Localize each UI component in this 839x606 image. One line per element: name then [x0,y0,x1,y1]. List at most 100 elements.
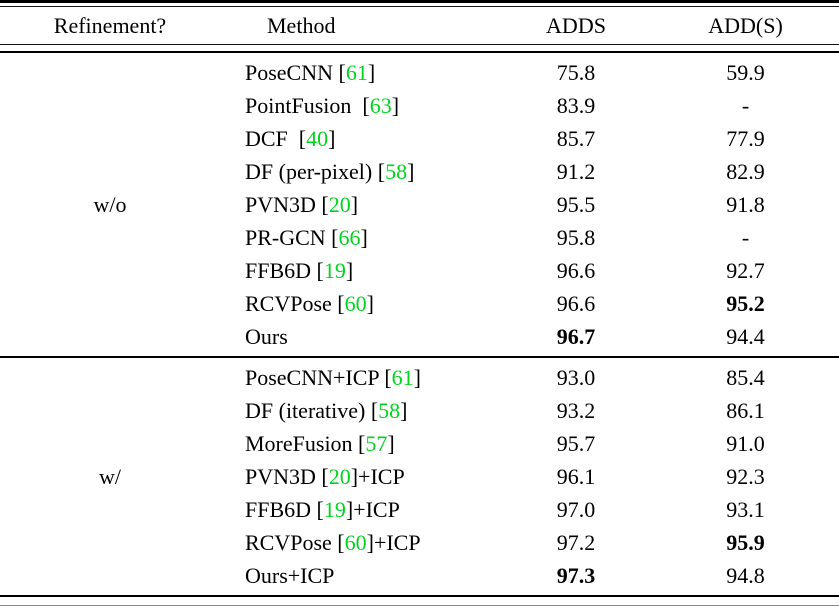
citation-number: 19 [323,496,346,522]
refinement-group: w/o PoseCNN [61] 75.8 59.9 PointFusion [63] 8… [0,53,839,356]
method-cell: PR-GCN [66] [220,225,500,251]
header-refinement: Refinement? [53,12,167,38]
add-s-value: 95.2 [726,290,765,316]
add-s-value: 82.9 [726,158,765,184]
method-name: Ours+ICP [245,562,335,588]
method-cell: PoseCNN+ICP [61] [220,365,500,391]
method-rows: PoseCNN [61] 75.8 59.9 PointFusion [63] 83.9… [220,53,839,356]
add-s-value: 85.4 [726,364,765,390]
method-suffix: ] [345,257,354,283]
method-suffix: ]+ICP [350,463,405,489]
method-name: Ours [245,323,288,349]
adds-value: 75.8 [556,59,596,85]
method-name: RCVPose [ [245,529,345,555]
method-suffix: ] [366,290,374,316]
method-cell: Ours+ICP [220,563,500,589]
method-suffix: ] [328,125,336,151]
table-row: PR-GCN [66] 95.8 - [220,221,839,254]
method-suffix: ] [400,397,408,423]
method-name: DCF [ [245,125,307,151]
method-name: PointFusion [ [245,92,370,118]
citation-number: 20 [328,191,351,217]
adds-value: 95.7 [556,430,596,456]
method-cell: PointFusion [63] [220,93,500,119]
citation-number: 58 [378,397,401,423]
table-body: w/o PoseCNN [61] 75.8 59.9 PointFusion [63] 8… [0,53,839,595]
method-cell: PVN3D [20]+ICP [220,464,500,490]
citation-number: 63 [369,92,392,118]
citation-number: 60 [344,529,367,555]
method-cell: RCVPose [60]+ICP [220,530,500,556]
adds-value: 97.2 [556,529,596,555]
method-cell: DCF [40] [220,126,500,152]
add-s-value: 91.0 [726,430,765,456]
table-row: PVN3D [20]+ICP 96.1 92.3 [220,460,839,493]
adds-value: 97.3 [556,562,596,588]
table-row: Ours 96.7 94.4 [220,320,839,353]
table-row: PointFusion [63] 83.9 - [220,89,839,122]
adds-value: 91.2 [556,158,596,184]
method-name: DF (iterative) [ [245,397,379,423]
bottom-double-rule [0,595,839,606]
method-name: PoseCNN+ICP [ [245,364,392,390]
method-cell: Ours [220,324,500,350]
adds-value: 93.0 [556,364,596,390]
citation-number: 19 [323,257,346,283]
method-suffix: ] [360,224,368,250]
method-name: PVN3D [ [245,463,329,489]
table-header-row: Refinement? Method ADDS ADD(S) [0,7,839,44]
header-adds: ADDS [546,12,606,38]
table-row: Ours+ICP 97.3 94.8 [220,559,839,592]
method-cell: PVN3D [20] [220,192,500,218]
add-s-value: 91.8 [726,191,765,217]
adds-value: 96.1 [556,463,596,489]
adds-value: 93.2 [556,397,596,423]
method-suffix: ] [391,92,400,118]
adds-value: 97.0 [556,496,596,522]
add-s-value: 77.9 [726,125,765,151]
add-s-value: 94.8 [726,562,765,588]
method-cell: DF (iterative) [58] [220,398,500,424]
section-divider-rule [0,356,839,358]
refinement-group: w/PoseCNN+ICP [61] 93.0 85.4 DF (iterative)… [0,358,839,595]
table-row: FFB6D [19]+ICP 97.0 93.1 [220,493,839,526]
method-cell: DF (per-pixel) [58] [220,159,500,185]
add-s-value: 92.7 [726,257,765,283]
table-row: PoseCNN+ICP [61] 93.0 85.4 [220,361,839,394]
method-name: PoseCNN [ [245,59,346,85]
method-name: MoreFusion [ [245,430,366,456]
adds-value: 96.7 [556,323,596,349]
method-cell: FFB6D [19]+ICP [220,497,500,523]
method-cell: PoseCNN [61] [220,60,500,86]
table-row: RCVPose [60] 96.6 95.2 [220,287,839,320]
method-suffix: ] [407,158,415,184]
method-name: FFB6D [ [245,496,324,522]
header-double-rule [0,44,839,53]
method-suffix: ] [413,364,421,390]
adds-value: 83.9 [556,92,596,118]
table-row: FFB6D [19] 96.6 92.7 [220,254,839,287]
method-name: FFB6D [ [245,257,324,283]
refinement-label-column: w/o [0,53,220,356]
top-double-rule [0,0,839,7]
citation-number: 57 [365,430,388,456]
method-suffix: ]+ICP [366,529,421,555]
add-s-value: 94.4 [726,323,765,349]
adds-value: 85.7 [556,125,596,151]
method-name: PVN3D [ [245,191,329,217]
table-row: PoseCNN [61] 75.8 59.9 [220,56,839,89]
method-name: RCVPose [ [245,290,345,316]
add-s-value: - [741,224,750,250]
add-s-value: 86.1 [726,397,765,423]
table-row: DF (iterative) [58] 93.2 86.1 [220,394,839,427]
refinement-label: w/ [99,463,121,489]
add-s-value: 93.1 [726,496,765,522]
refinement-label: w/o [93,191,127,217]
adds-value: 96.6 [556,257,596,283]
add-s-value: 59.9 [726,59,765,85]
add-s-value: 92.3 [726,463,765,489]
adds-value: 95.8 [556,224,596,250]
citation-number: 60 [344,290,367,316]
citation-number: 40 [306,125,329,151]
